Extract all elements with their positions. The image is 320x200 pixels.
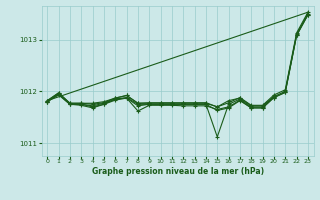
X-axis label: Graphe pression niveau de la mer (hPa): Graphe pression niveau de la mer (hPa) [92, 167, 264, 176]
